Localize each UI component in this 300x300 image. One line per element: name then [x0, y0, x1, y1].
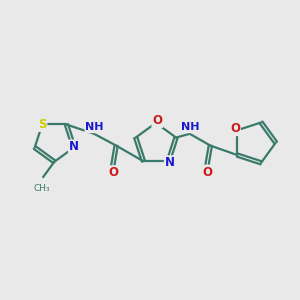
Text: NH: NH [85, 122, 104, 132]
Text: O: O [108, 166, 118, 179]
Text: N: N [69, 140, 79, 153]
Text: O: O [230, 122, 240, 135]
Text: NH: NH [181, 122, 200, 132]
Text: N: N [165, 156, 175, 169]
Text: S: S [38, 118, 46, 131]
Text: CH₃: CH₃ [33, 184, 50, 193]
Text: O: O [152, 114, 162, 127]
Text: O: O [202, 166, 212, 178]
